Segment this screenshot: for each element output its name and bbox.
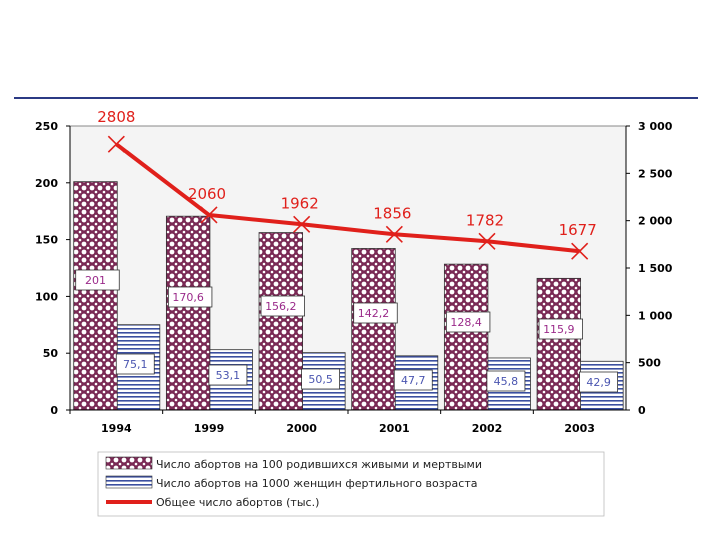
category-label: 1994	[101, 422, 132, 435]
left-tick-label: 250	[35, 120, 58, 133]
category-label: 2000	[286, 422, 317, 435]
legend-swatch	[105, 456, 153, 470]
bar-label-per-1000-women: 47,7	[393, 369, 433, 391]
line-point	[200, 206, 218, 224]
bar-per-100-births	[536, 277, 581, 411]
right-tick-label: 2 000	[638, 215, 673, 228]
line-point	[478, 232, 496, 250]
bar-value-label: 128,4	[450, 316, 482, 329]
legend-label: Число абортов на 100 родившихся живыми и…	[156, 458, 482, 471]
axes-layer: 0 50 100 150 200 250 0 500 1 000 1 500 2 000 2 500 3…	[35, 120, 673, 435]
bar-per-100-births	[443, 263, 489, 411]
line-point	[107, 135, 125, 153]
left-tick-label: 0	[50, 404, 58, 417]
bar-value-label: 45,8	[494, 375, 519, 388]
category-label: 1999	[194, 422, 225, 435]
bar-label-per-1000-women: 53,1	[208, 364, 248, 386]
line-point	[293, 215, 311, 233]
legend-item: Число абортов на 100 родившихся живыми и…	[105, 456, 482, 471]
category-label: 2002	[472, 422, 503, 435]
left-tick-label: 200	[35, 177, 58, 190]
bar-value-label: 170,6	[172, 291, 204, 304]
legend-label: Общее число абортов (тыс.)	[156, 496, 319, 509]
right-tick-label: 1 000	[638, 309, 673, 322]
bar-label-per-1000-women: 45,8	[486, 370, 526, 392]
right-tick-label: 0	[638, 404, 646, 417]
right-tick-label: 1 500	[638, 262, 673, 275]
bar-label-per-1000-women: 75,1	[115, 353, 155, 375]
bar-value-label: 53,1	[216, 369, 241, 382]
left-tick-label: 100	[35, 290, 58, 303]
bar-label-per-100-births: 170,6	[167, 286, 213, 308]
category-label: 2003	[564, 422, 595, 435]
bar-value-label: 115,9	[543, 323, 575, 336]
line-layer: 2808 2060 1962 1856 1782 1677	[97, 108, 597, 260]
bar-label-per-100-births: 142,2	[353, 302, 398, 324]
line-value-label: 2060	[188, 185, 226, 203]
bar-label-per-100-births: 115,9	[538, 318, 583, 340]
bar-label-per-1000-women: 50,5	[301, 368, 340, 390]
plot-area	[69, 125, 627, 411]
bar-value-label: 142,2	[358, 307, 390, 320]
left-tick-label: 50	[43, 347, 59, 360]
line-value-label: 1962	[281, 194, 319, 212]
line-value-label: 1677	[559, 221, 597, 239]
right-tick-label: 3 000	[638, 120, 673, 133]
bar-label-per-100-births: 156,2	[260, 295, 305, 317]
right-tick-label: 500	[638, 357, 661, 370]
bar-per-100-births	[73, 181, 118, 411]
bar-value-label: 201	[85, 274, 106, 287]
bar-value-label: 42,9	[586, 376, 611, 389]
bar-per-100-births	[258, 232, 303, 411]
legend-item: Число абортов на 1000 женщин фертильного…	[105, 475, 477, 490]
legend-swatch	[105, 475, 153, 489]
bar-value-label: 156,2	[265, 300, 297, 313]
right-tick-label: 2 500	[638, 167, 673, 180]
total-abortions-line	[115, 142, 580, 254]
legend-box	[97, 451, 605, 517]
bar-label-per-1000-women: 42,9	[579, 371, 618, 393]
category-label: 2001	[379, 422, 410, 435]
bar-value-label: 50,5	[308, 373, 333, 386]
bar-per-100-births	[351, 248, 396, 411]
legend: Число абортов на 100 родившихся живыми и…	[97, 451, 605, 517]
bar-value-label: 47,7	[401, 374, 426, 387]
legend-label: Число абортов на 1000 женщин фертильного…	[156, 477, 477, 490]
left-tick-label: 150	[35, 234, 58, 247]
line-value-label: 2808	[97, 108, 135, 126]
legend-item: Общее число абортов (тыс.)	[106, 496, 319, 509]
line-value-label: 1782	[466, 211, 504, 229]
line-value-label: 1856	[373, 204, 411, 222]
bar-label-per-100-births: 201	[75, 269, 120, 291]
bars-layer: 201 75,1 170,6 53,1 156,2 50,5 142,2 47,7 128,4 4…	[73, 181, 624, 411]
line-point	[385, 225, 403, 243]
bar-per-100-births	[165, 215, 211, 411]
bar-value-label: 75,1	[123, 358, 148, 371]
top-divider	[14, 97, 698, 99]
bar-label-per-100-births: 128,4	[445, 311, 491, 333]
line-point	[571, 242, 589, 260]
